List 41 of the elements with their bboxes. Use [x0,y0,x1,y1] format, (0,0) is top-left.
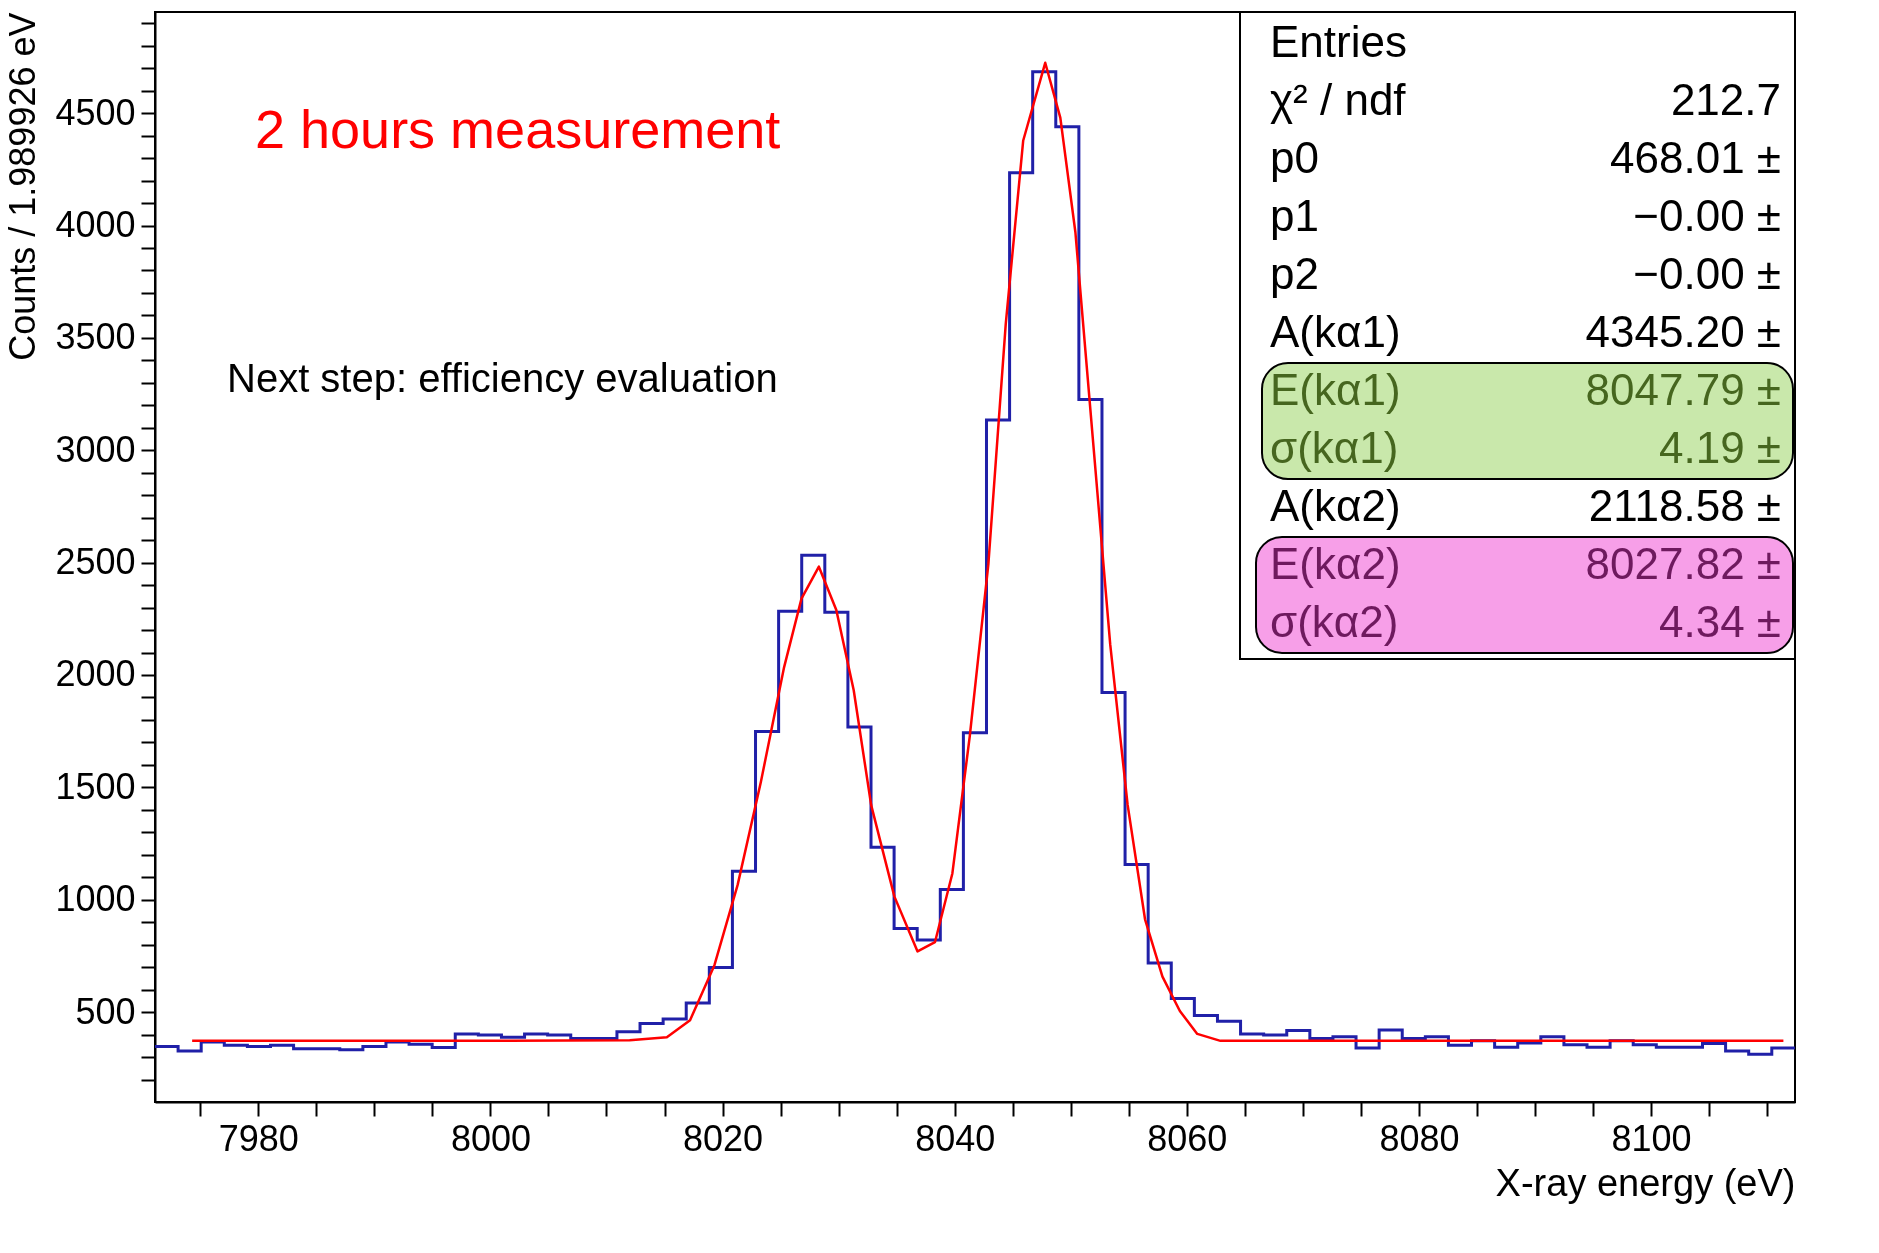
annotation: σ(kα1) [1270,423,1399,472]
annotation: Next step: efficiency evaluation [227,356,778,400]
annotation: 8027.82 ± [1585,539,1781,588]
x-tick-label: 7980 [218,1117,299,1159]
x-tick-label: 8080 [1379,1117,1460,1159]
annotation: p0 [1270,133,1319,182]
annotation: −0.00 ± [1633,249,1781,298]
x-tick-label: 8040 [915,1117,996,1159]
annotation: 2 hours measurement [255,99,781,159]
annotation: 4.34 ± [1658,597,1781,646]
y-tick-label: 1500 [55,765,136,807]
annotation: −0.00 ± [1633,191,1781,240]
y-tick-label: 2500 [55,541,136,583]
annotation: p2 [1270,249,1319,298]
annotation: σ(kα2) [1270,597,1399,646]
annotation: A(kα1) [1270,307,1401,356]
x-tick-label: 8100 [1611,1117,1692,1159]
annotation: χ² / ndf [1270,75,1407,124]
annotation: 4345.20 ± [1585,307,1781,356]
annotation: 2118.58 ± [1588,481,1781,530]
x-tick-label: 8060 [1147,1117,1228,1159]
annotation: E(kα2) [1270,539,1401,588]
y-tick-label: 4000 [55,204,136,246]
y-tick-label: 4500 [55,91,136,133]
y-tick-label: 500 [75,990,136,1032]
x-axis-title: X-ray energy (eV) [1495,1161,1796,1204]
y-tick-label: 3000 [55,428,136,470]
annotation: 8047.79 ± [1585,365,1781,414]
y-tick-label: 3500 [55,316,136,358]
annotation: 4.19 ± [1658,423,1781,472]
annotation: 212.7 [1670,75,1781,124]
annotation: 468.01 ± [1610,133,1781,182]
y-tick-label: 2000 [55,653,136,695]
annotation: Entries [1270,17,1407,66]
y-axis-title: Counts / 1.989926 eV [2,12,44,361]
annotation: A(kα2) [1270,481,1401,530]
annotation: E(kα1) [1270,365,1401,414]
x-tick-label: 8000 [450,1117,531,1159]
x-tick-label: 8020 [683,1117,764,1159]
y-tick-label: 1000 [55,878,136,920]
annotation: p1 [1270,191,1319,240]
